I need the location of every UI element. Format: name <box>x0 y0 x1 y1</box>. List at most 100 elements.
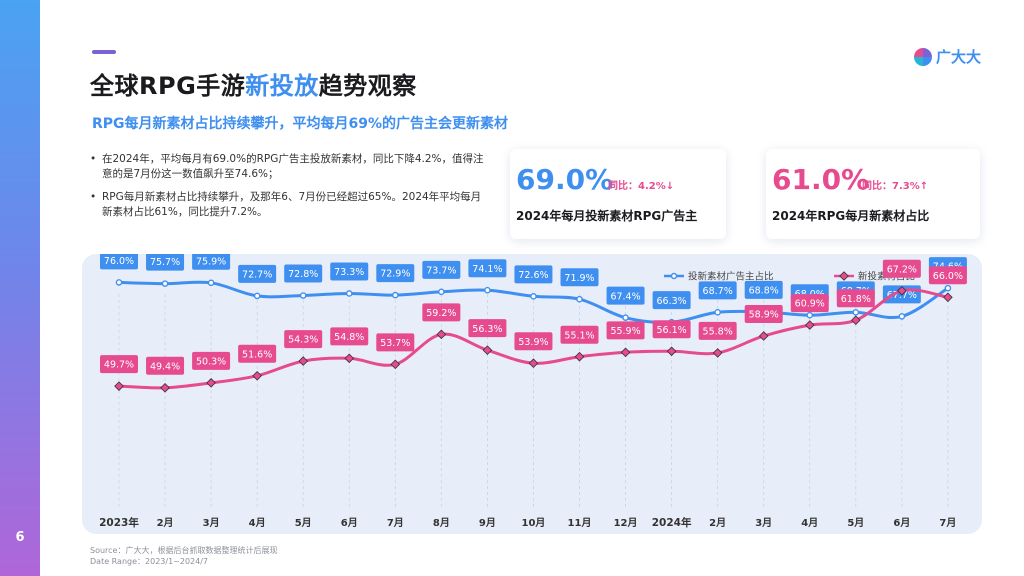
x-tick-label: 10月 <box>521 517 545 529</box>
data-label: 53.7% <box>380 338 410 349</box>
title-accent-dash <box>92 50 116 54</box>
data-point <box>712 348 723 358</box>
data-point <box>115 279 123 286</box>
data-label-box <box>100 254 138 270</box>
data-label-box <box>422 303 461 322</box>
kpi-yoy: 同比：7.3%↑ <box>862 181 929 192</box>
data-label-box <box>330 262 369 281</box>
data-label: 71.9% <box>564 273 594 284</box>
x-tick-label: 6月 <box>893 517 910 529</box>
data-point <box>897 285 907 296</box>
page-title: 全球RPG手游新投放趋势观察 <box>90 66 417 101</box>
data-label-box <box>652 320 691 339</box>
data-point <box>252 370 262 381</box>
source-note: Source：广大大，根据后台抓取数据整理统计后展现 Date Range：20… <box>90 545 277 567</box>
data-point <box>206 378 216 388</box>
data-label: 59.2% <box>426 308 456 319</box>
data-point <box>345 290 353 297</box>
data-point <box>207 279 215 287</box>
data-label: 54.8% <box>334 332 364 343</box>
data-point <box>391 291 399 299</box>
data-label: 58.9% <box>749 310 779 321</box>
data-label-box <box>560 325 599 344</box>
data-label-box <box>192 351 231 370</box>
legend-marker <box>839 271 849 281</box>
data-label-box <box>146 254 185 271</box>
data-label: 61.8% <box>841 294 871 305</box>
title-prefix: 全球RPG手游 <box>90 72 246 100</box>
logo-mark-icon <box>914 47 932 66</box>
data-label: 68.8% <box>749 286 779 297</box>
data-label-box <box>514 332 553 351</box>
data-label-box <box>192 254 231 270</box>
data-label: 53.9% <box>518 337 548 348</box>
data-label: 75.9% <box>196 256 226 267</box>
data-point <box>850 315 861 325</box>
side-accent-bar <box>0 0 40 576</box>
title-suffix: 趋势观察 <box>318 72 417 100</box>
logo-text: 广大大 <box>936 48 982 66</box>
data-point <box>530 293 537 300</box>
data-point <box>574 351 585 362</box>
data-point <box>160 382 170 393</box>
data-label-box <box>836 289 875 308</box>
kpi-value: 69.0% <box>516 163 614 196</box>
data-label: 74.1% <box>472 264 502 275</box>
title-highlight: 新投放 <box>245 72 319 100</box>
data-label: 66.0% <box>933 271 963 282</box>
x-tick-label: 3月 <box>203 517 220 529</box>
legend-label: 投新素材广告主占比 <box>688 271 774 283</box>
data-label: 49.4% <box>150 361 180 372</box>
data-label: 54.3% <box>288 335 318 346</box>
data-point <box>298 356 309 366</box>
data-point <box>620 347 631 358</box>
data-label: 51.6% <box>242 349 272 360</box>
data-label-box <box>284 330 323 349</box>
date-range-line: Date Range：2023/1~2024/7 <box>90 557 209 566</box>
trend-line-chart: 投新素材广告主占比新投素材占比76.0%75.7%75.9%72.7%72.8%… <box>99 254 967 529</box>
data-label-box <box>698 281 737 300</box>
data-label-box <box>928 266 967 285</box>
x-tick-label: 3月 <box>755 517 772 529</box>
data-point <box>576 295 583 303</box>
x-tick-label: 11月 <box>568 517 592 529</box>
data-point <box>806 311 814 319</box>
x-tick-label: 9月 <box>479 517 496 529</box>
data-point <box>528 358 539 369</box>
data-label-box <box>468 259 507 278</box>
data-label-box <box>238 344 277 363</box>
data-label-box <box>744 304 783 323</box>
data-point <box>253 292 261 300</box>
kpi-card-advertisers: 69.0% 同比：4.2%↓ 2024年每月投新素材RPG广告主 <box>510 149 726 239</box>
data-point <box>482 345 493 355</box>
data-label: 73.7% <box>426 265 456 276</box>
data-label: 68.7% <box>703 286 733 297</box>
data-label-box <box>376 264 415 283</box>
x-tick-label: 5月 <box>295 517 312 529</box>
data-label-box <box>468 319 507 338</box>
data-label-box <box>284 264 323 283</box>
data-label: 73.3% <box>334 267 364 278</box>
chart-panel <box>82 254 982 534</box>
data-label-box <box>606 321 645 340</box>
data-label: 75.7% <box>150 257 180 268</box>
legend-marker <box>670 272 678 280</box>
data-label: 55.8% <box>703 326 733 337</box>
data-label: 72.8% <box>288 269 318 280</box>
data-point <box>114 381 124 391</box>
data-label: 67.2% <box>887 264 917 275</box>
insight-item: RPG每月新素材占比持续攀升，及那年6、7月份已经超过65%。2024年平均每月… <box>88 190 488 220</box>
data-label: 49.7% <box>104 360 134 371</box>
kpi-card-new-creatives: 61.0% 同比：7.3%↑ 2024年RPG每月新素材占比 <box>766 149 980 239</box>
data-point <box>622 314 629 321</box>
x-tick-label: 2023年 <box>99 516 139 529</box>
data-point <box>944 284 952 292</box>
data-label: 50.3% <box>196 356 226 367</box>
data-point <box>436 329 447 340</box>
data-point <box>438 288 445 296</box>
data-point <box>758 331 769 341</box>
x-tick-label: 6月 <box>341 517 358 529</box>
data-label: 56.1% <box>657 325 687 336</box>
data-point <box>484 286 491 294</box>
data-label-box <box>744 280 783 299</box>
